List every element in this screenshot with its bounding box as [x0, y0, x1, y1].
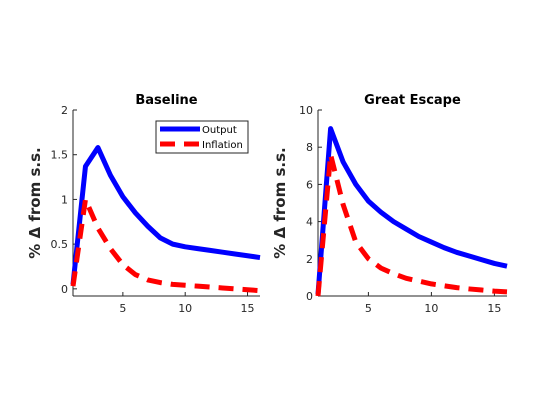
y-tick-label: 0: [306, 290, 313, 303]
series-line-inflation: [318, 155, 507, 296]
y-tick-label: 1: [61, 193, 68, 206]
y-tick-label: 0.5: [51, 238, 69, 251]
x-tick-label: 5: [365, 302, 372, 315]
y-tick-label: 10: [299, 104, 313, 117]
x-tick-label: 10: [424, 302, 438, 315]
legend-label: Inflation: [202, 140, 243, 151]
chart-title: Great Escape: [364, 93, 461, 108]
y-tick-label: 2: [61, 104, 68, 117]
panel-great-escape: 0 2 4 6 8 10 5 10 15 Great Escape % Δ from s.s.: [271, 93, 507, 315]
legend-label: Output: [202, 125, 237, 136]
legend: Output Inflation: [156, 121, 248, 153]
y-tick-label: 2: [306, 253, 313, 266]
y-axis-label: % Δ from s.s.: [26, 147, 44, 258]
chart-title: Baseline: [135, 93, 197, 108]
x-tick-label: 5: [119, 302, 126, 315]
y-axis-label: % Δ from s.s.: [271, 147, 289, 258]
y-tick-label: 0: [61, 283, 68, 296]
y-tick-label: 1.5: [51, 149, 69, 162]
series-line-inflation: [73, 199, 260, 290]
panel-baseline: 0 0.5 1 1.5 2 5 10 15 Baseline % Δ from s.s. Outpu…: [26, 93, 260, 315]
y-tick-label: 8: [306, 141, 313, 154]
x-tick-label: 15: [487, 302, 501, 315]
y-tick-label: 4: [306, 216, 313, 229]
series-line-output: [73, 148, 260, 285]
x-tick-label: 10: [178, 302, 192, 315]
x-tick-label: 15: [241, 302, 255, 315]
y-tick-label: 6: [306, 178, 313, 191]
